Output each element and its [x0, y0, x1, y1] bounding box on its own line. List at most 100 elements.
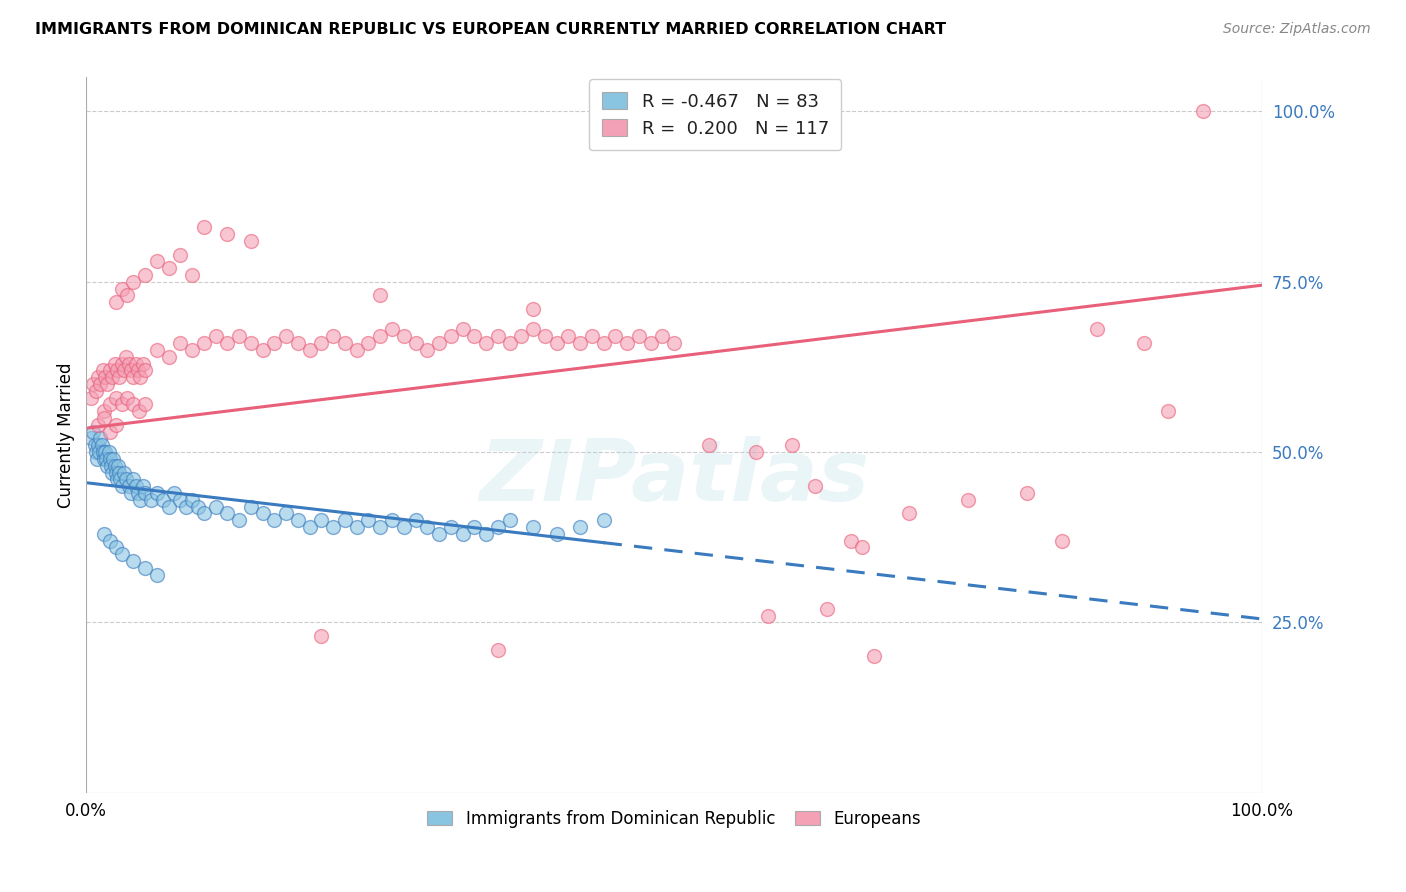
Point: [169, 492, 191, 507]
Point: [368, 288, 391, 302]
Point: [124, 357, 146, 371]
Point: [103, 451, 125, 466]
Point: [108, 370, 131, 384]
Point: [104, 466, 127, 480]
Point: [91, 363, 114, 377]
Point: [115, 472, 138, 486]
Point: [96, 458, 118, 473]
Point: [89, 445, 111, 459]
Point: [416, 343, 439, 357]
Point: [863, 649, 886, 664]
Point: [134, 486, 156, 500]
Point: [100, 458, 122, 473]
Point: [851, 541, 873, 555]
Point: [134, 363, 156, 377]
Point: [627, 329, 650, 343]
Point: [80, 432, 103, 446]
Point: [333, 336, 356, 351]
Point: [87, 438, 110, 452]
Point: [440, 329, 463, 343]
Point: [346, 520, 368, 534]
Point: [522, 520, 544, 534]
Point: [157, 500, 180, 514]
Point: [98, 363, 121, 377]
Point: [217, 227, 239, 241]
Point: [239, 500, 262, 514]
Point: [381, 322, 404, 336]
Point: [498, 336, 520, 351]
Point: [93, 411, 115, 425]
Point: [134, 561, 156, 575]
Point: [84, 384, 107, 398]
Point: [498, 513, 520, 527]
Point: [381, 513, 404, 527]
Point: [94, 445, 117, 459]
Point: [94, 370, 117, 384]
Point: [187, 500, 209, 514]
Point: [405, 513, 427, 527]
Point: [110, 397, 132, 411]
Point: [204, 329, 226, 343]
Point: [522, 322, 544, 336]
Point: [298, 343, 321, 357]
Point: [122, 275, 145, 289]
Point: [311, 513, 333, 527]
Point: [804, 479, 827, 493]
Point: [110, 479, 132, 493]
Point: [104, 391, 127, 405]
Point: [181, 268, 204, 282]
Point: [745, 445, 768, 459]
Point: [110, 357, 132, 371]
Point: [416, 520, 439, 534]
Point: [89, 432, 111, 446]
Point: [96, 376, 118, 391]
Point: [98, 451, 121, 466]
Point: [157, 261, 180, 276]
Point: [181, 492, 204, 507]
Point: [368, 520, 391, 534]
Point: [640, 336, 662, 351]
Point: [103, 357, 125, 371]
Point: [107, 458, 129, 473]
Point: [252, 343, 274, 357]
Point: [357, 336, 380, 351]
Point: [132, 357, 155, 371]
Point: [427, 336, 450, 351]
Point: [228, 329, 250, 343]
Point: [93, 526, 115, 541]
Point: [392, 520, 415, 534]
Point: [122, 397, 145, 411]
Point: [86, 451, 108, 466]
Point: [475, 336, 498, 351]
Point: [174, 500, 197, 514]
Point: [90, 438, 112, 452]
Point: [1192, 104, 1215, 119]
Point: [699, 438, 721, 452]
Point: [146, 254, 169, 268]
Point: [298, 520, 321, 534]
Point: [287, 513, 309, 527]
Point: [80, 391, 103, 405]
Point: [169, 336, 191, 351]
Point: [104, 295, 127, 310]
Point: [557, 329, 579, 343]
Point: [129, 492, 152, 507]
Point: [592, 513, 614, 527]
Point: [110, 472, 132, 486]
Point: [616, 336, 638, 351]
Point: [146, 486, 169, 500]
Point: [117, 391, 139, 405]
Point: [228, 513, 250, 527]
Point: [146, 567, 169, 582]
Point: [651, 329, 673, 343]
Point: [1157, 404, 1180, 418]
Point: [392, 329, 415, 343]
Point: [252, 507, 274, 521]
Point: [839, 533, 862, 548]
Point: [475, 526, 498, 541]
Point: [193, 220, 215, 235]
Point: [91, 445, 114, 459]
Point: [346, 343, 368, 357]
Point: [98, 397, 121, 411]
Point: [217, 507, 239, 521]
